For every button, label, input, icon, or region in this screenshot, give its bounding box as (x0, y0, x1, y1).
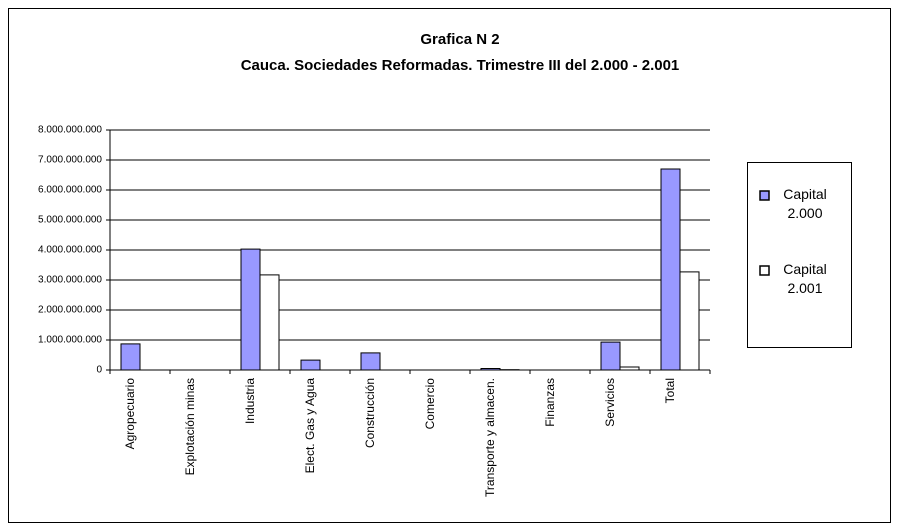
bar (679, 271, 700, 371)
x-tick-label: Elect. Gas y Agua (303, 378, 317, 474)
x-tick-label: Construcción (363, 378, 377, 448)
bar (360, 352, 381, 371)
x-tick-label: Comercio (423, 378, 437, 430)
bar (259, 274, 280, 371)
y-tick-label: 2.000.000.000 (38, 305, 102, 316)
chart-border (8, 8, 891, 523)
bar (300, 359, 321, 371)
x-tick-label: Agropecuario (123, 378, 137, 450)
legend-label: Capital 2.000 (783, 186, 827, 221)
legend-swatch (759, 265, 770, 276)
y-tick-label: 5.000.000.000 (38, 215, 102, 226)
y-tick-label: 0 (96, 365, 102, 376)
x-tick-label: Transporte y almacen. (483, 378, 497, 497)
x-tick-label: Total (663, 378, 677, 403)
legend-label: Capital 2.001 (783, 261, 827, 296)
y-tick-label: 3.000.000.000 (38, 275, 102, 286)
y-tick-label: 8.000.000.000 (38, 125, 102, 136)
x-tick-label: Explotación minas (183, 378, 197, 475)
x-tick-label: Servicios (603, 378, 617, 427)
y-tick-label: 1.000.000.000 (38, 335, 102, 346)
chart-subtitle: Cauca. Sociedades Reformadas. Trimestre … (241, 57, 680, 74)
bar (120, 343, 141, 371)
bar (660, 168, 681, 371)
y-tick-label: 4.000.000.000 (38, 245, 102, 256)
x-tick-label: Industria (243, 378, 257, 424)
chart-title: Grafica N 2 (420, 31, 499, 48)
y-tick-label: 7.000.000.000 (38, 155, 102, 166)
legend-swatch (759, 190, 770, 201)
bar (240, 248, 261, 371)
x-tick-label: Finanzas (543, 378, 557, 427)
y-tick-label: 6.000.000.000 (38, 185, 102, 196)
bar (600, 341, 621, 371)
